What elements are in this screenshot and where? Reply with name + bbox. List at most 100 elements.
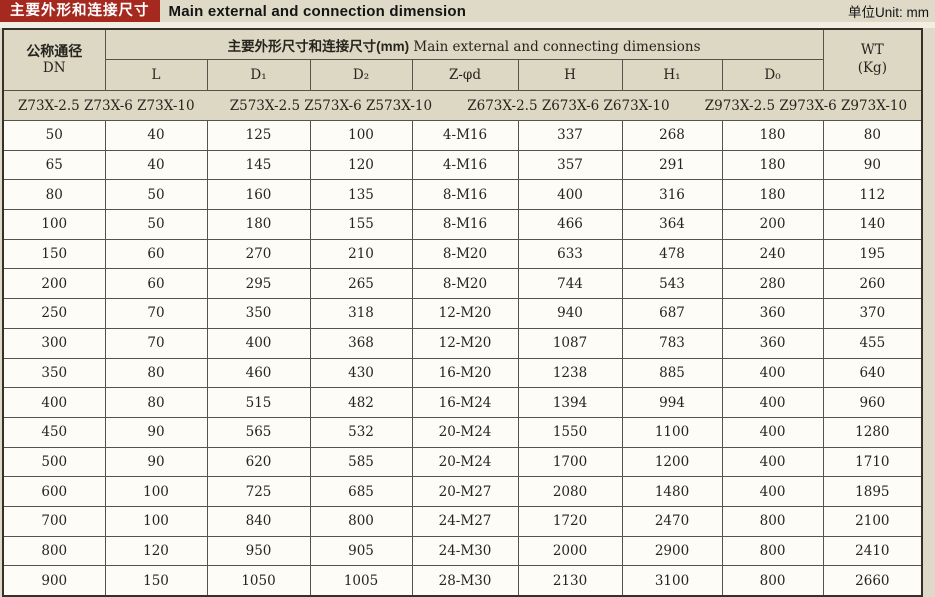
table-cell: 16-M20 <box>411 357 519 389</box>
model-group-z573x: Z573X-2.5 Z573X-6 Z573X-10 <box>229 97 433 114</box>
table-cell: 12-M20 <box>411 298 519 329</box>
model-group-z673x: Z673X-2.5 Z673X-6 Z673X-10 <box>467 97 670 114</box>
table-cell: 70 <box>104 327 208 359</box>
model-group-z73x: Z73X-2.5 Z73X-6 Z73X-10 <box>18 97 195 114</box>
table-cell: 1550 <box>517 416 623 448</box>
table-cell: 357 <box>517 149 623 181</box>
table-cell: 195 <box>822 238 923 270</box>
table-cell: 20-M27 <box>411 476 519 507</box>
table-cell: 80 <box>822 120 923 151</box>
table-cell: 585 <box>309 446 413 478</box>
table-row: 300 70 400 368 12-M20 1087 783 360 455 <box>2 327 923 359</box>
table-cell: 50 <box>104 209 208 240</box>
table-cell: 725 <box>206 476 311 507</box>
table-cell: 268 <box>621 120 723 151</box>
table-cell: 337 <box>517 120 623 151</box>
chinese-title-badge: 主要外形和连接尺寸 <box>0 0 160 22</box>
header-col-zd: Z-φd <box>411 59 519 91</box>
table-row: 700 100 840 800 24-M27 1720 2470 800 2100 <box>2 505 923 537</box>
table-cell: 50 <box>104 179 208 211</box>
table-cell: 1700 <box>517 446 623 478</box>
table-cell: 1200 <box>621 446 723 478</box>
header-wt-label: WT <box>860 42 884 59</box>
table-cell: 40 <box>104 149 208 181</box>
header-col-d0: D₀ <box>721 59 824 91</box>
table-cell: 2130 <box>517 565 623 597</box>
header-col-h1: H₁ <box>621 59 723 91</box>
table-cell: 210 <box>309 238 413 270</box>
model-group-z973x: Z973X-2.5 Z973X-6 Z973X-10 <box>704 97 908 114</box>
table-cell: 400 <box>517 179 623 211</box>
table-cell: 1087 <box>517 327 623 359</box>
table-cell: 180 <box>206 209 311 240</box>
table-cell: 8-M20 <box>411 268 519 300</box>
header-wt-unit: (Kg) <box>857 60 887 76</box>
table-cell: 840 <box>206 505 311 537</box>
table-cell: 180 <box>721 120 824 151</box>
table-cell: 960 <box>822 387 923 418</box>
table-cell: 543 <box>621 268 723 300</box>
table-cell: 600 <box>2 476 106 507</box>
table-cell: 400 <box>721 357 824 389</box>
table-cell: 100 <box>309 120 413 151</box>
table-cell: 145 <box>206 149 311 181</box>
model-codes-row: Z73X-2.5 Z73X-6 Z73X-10 Z573X-2.5 Z573X-… <box>2 90 923 121</box>
table-cell: 8-M16 <box>411 179 519 211</box>
table-cell: 360 <box>721 298 824 329</box>
table-cell: 20-M24 <box>411 416 519 448</box>
table-cell: 80 <box>104 357 208 389</box>
table-cell: 800 <box>721 535 824 567</box>
table-cell: 180 <box>721 179 824 211</box>
table-cell: 50 <box>2 120 106 151</box>
table-row: 450 90 565 532 20-M24 1550 1100 400 1280 <box>2 416 923 448</box>
header-dn-en: DN <box>42 60 66 77</box>
table-cell: 200 <box>721 209 824 240</box>
table-cell: 885 <box>621 357 723 389</box>
table-cell: 1005 <box>309 565 413 597</box>
table-cell: 350 <box>2 357 106 389</box>
table-cell: 800 <box>721 565 824 597</box>
table-cell: 20-M24 <box>411 446 519 478</box>
table-cell: 8-M20 <box>411 238 519 270</box>
table-cell: 80 <box>104 387 208 418</box>
table-cell: 700 <box>2 505 106 537</box>
table-cell: 260 <box>822 268 923 300</box>
page-title: Main external and connection dimension <box>168 2 467 20</box>
table-cell: 135 <box>309 179 413 211</box>
header-group: 主要外形尺寸和连接尺寸(mm) Main external and connec… <box>104 28 824 60</box>
table-cell: 2000 <box>517 535 623 567</box>
table-cell: 1895 <box>822 476 923 507</box>
table-cell: 1710 <box>822 446 923 478</box>
table-row: 65 40 145 120 4-M16 357 291 180 90 <box>2 149 923 181</box>
table-cell: 905 <box>309 535 413 567</box>
table-cell: 400 <box>721 416 824 448</box>
table-cell: 160 <box>206 179 311 211</box>
table-row: 250 70 350 318 12-M20 940 687 360 370 <box>2 298 923 329</box>
header-col-h: H <box>517 59 623 91</box>
table-cell: 295 <box>206 268 311 300</box>
table-cell: 400 <box>721 446 824 478</box>
table-cell: 155 <box>309 209 413 240</box>
table-cell: 4-M16 <box>411 120 519 151</box>
table-cell: 2080 <box>517 476 623 507</box>
table-cell: 24-M30 <box>411 535 519 567</box>
table-cell: 90 <box>104 416 208 448</box>
table-row: 400 80 515 482 16-M24 1394 994 400 960 <box>2 387 923 418</box>
table-cell: 300 <box>2 327 106 359</box>
table-header: 公称通径 DN 主要外形尺寸和连接尺寸(mm) Main external an… <box>2 28 923 91</box>
table-cell: 1480 <box>621 476 723 507</box>
table-row: 600 100 725 685 20-M27 2080 1480 400 1895 <box>2 476 923 507</box>
table-cell: 318 <box>309 298 413 329</box>
table-cell: 250 <box>2 298 106 329</box>
table-body: 50 40 125 100 4-M16 337 268 180 80 65 40 145 120 4-M1… <box>2 120 923 597</box>
table-row: 900 150 1050 1005 28-M30 2130 3100 800 2660 <box>2 565 923 597</box>
table-cell: 455 <box>822 327 923 359</box>
table-cell: 60 <box>104 268 208 300</box>
table-cell: 12-M20 <box>411 327 519 359</box>
table-cell: 100 <box>2 209 106 240</box>
table-cell: 940 <box>517 298 623 329</box>
table-cell: 368 <box>309 327 413 359</box>
table-cell: 140 <box>822 209 923 240</box>
header-dn: 公称通径 DN <box>2 28 106 91</box>
dimension-table: 公称通径 DN 主要外形尺寸和连接尺寸(mm) Main external an… <box>2 28 924 597</box>
